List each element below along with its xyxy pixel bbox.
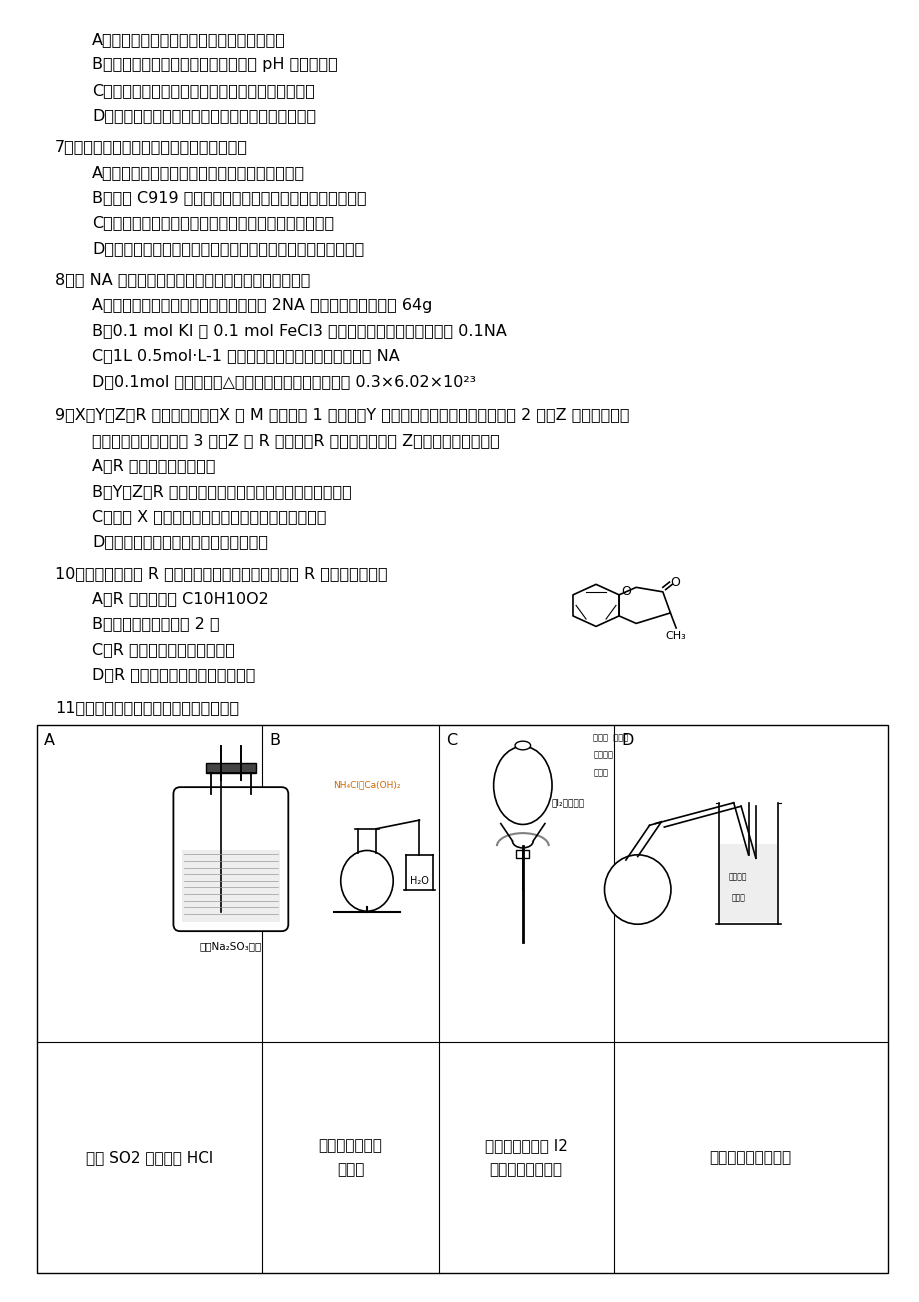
Text: D．R 能发生加成、氧化和水解反应: D．R 能发生加成、氧化和水解反应	[92, 667, 255, 682]
Text: 冰醋酸: 冰醋酸	[593, 768, 607, 777]
Text: 11．下列实验操作或装置能达到目的的是: 11．下列实验操作或装置能达到目的的是	[55, 700, 239, 716]
Text: 10．某有机化工品 R 的结构简式如图所示。下列有关 R 的说法正确的是: 10．某有机化工品 R 的结构简式如图所示。下列有关 R 的说法正确的是	[55, 565, 388, 581]
Text: D．0.1mol 环氧乙烷（△）中含有共价键的总数约为 0.3×6.02×10²³: D．0.1mol 环氧乙烷（△）中含有共价键的总数约为 0.3×6.02×10²…	[92, 374, 476, 389]
Text: A: A	[44, 733, 55, 749]
Text: B．Y、Z、R 与氢形成的化合物中化学键均为极性共价键: B．Y、Z、R 与氢形成的化合物中化学键均为极性共价键	[92, 484, 351, 499]
Text: A．向汽油中添加甲醇后，该混合燃料的热值不变: A．向汽油中添加甲醇后，该混合燃料的热值不变	[92, 164, 305, 180]
Text: 除去 SO2 中的少量 HCl: 除去 SO2 中的少量 HCl	[85, 1150, 213, 1165]
Ellipse shape	[515, 741, 530, 750]
Text: 苯萃取碘水中的 I2: 苯萃取碘水中的 I2	[484, 1138, 567, 1154]
Text: 浓硫酸、: 浓硫酸、	[593, 751, 613, 759]
Text: A．电解精炼铜时，若阴极得到电子数为 2NA 个，则阳极质量减少 64g: A．电解精炼铜时，若阴极得到电子数为 2NA 个，则阳极质量减少 64g	[92, 298, 432, 312]
Bar	[516, 850, 528, 858]
Text: 7．化学与生活密切相关。下列说法错误的是: 7．化学与生活密切相关。下列说法错误的是	[55, 139, 248, 155]
Text: 9．X、Y、Z、R 为短周期元素，X 的 M 电子层有 1 个电子，Y 的最外层电子数为内层电子数的 2 倍，Z 的最高化合价: 9．X、Y、Z、R 为短周期元素，X 的 M 电子层有 1 个电子，Y 的最外层…	[55, 408, 629, 423]
Text: 为最低化合价绝对值的 3 倍，Z 与 R 同周期，R 的原子半径小于 Z。下列叙述错误的是: 为最低化合价绝对值的 3 倍，Z 与 R 同周期，R 的原子半径小于 Z。下列叙…	[92, 432, 499, 448]
Bar	[720, 845, 776, 923]
Text: 实验室制取并收: 实验室制取并收	[318, 1138, 382, 1154]
Text: 集氨气: 集氨气	[336, 1161, 364, 1177]
Bar	[37, 725, 887, 1273]
Text: 含I₂的苯溶液: 含I₂的苯溶液	[550, 798, 584, 807]
Text: NH₄Cl和Ca(OH)₂: NH₄Cl和Ca(OH)₂	[333, 780, 401, 789]
Text: 乙醇、  玻璃管: 乙醇、 玻璃管	[593, 733, 628, 742]
Text: 钠溶液: 钠溶液	[731, 893, 744, 902]
Text: D: D	[620, 733, 632, 749]
Ellipse shape	[494, 746, 551, 824]
Text: A．R 的分子式为 C10H10O2: A．R 的分子式为 C10H10O2	[92, 591, 268, 607]
Text: D．新冠肺炎患者体内有相应抗体，终身不再患此病: D．新冠肺炎患者体内有相应抗体，终身不再患此病	[92, 108, 316, 124]
Text: A．R 元素的非金属性最强: A．R 元素的非金属性最强	[92, 458, 215, 474]
Text: H₂O: H₂O	[410, 876, 428, 885]
Text: C．患者呼吸困难是由于病毒损坏了脑干的呼吸中枢: C．患者呼吸困难是由于病毒损坏了脑干的呼吸中枢	[92, 82, 314, 98]
Text: C．1L 0.5mol·L-1 醋酸钠溶液中阴阳离子总数目大于 NA: C．1L 0.5mol·L-1 醋酸钠溶液中阴阳离子总数目大于 NA	[92, 348, 400, 363]
Ellipse shape	[604, 855, 670, 924]
Text: O: O	[670, 577, 679, 590]
Text: 8．设 NA 为阿伏加德罗常数的数值，下列说法正确的是: 8．设 NA 为阿伏加德罗常数的数值，下列说法正确的是	[55, 272, 311, 288]
Bar	[182, 850, 279, 923]
Ellipse shape	[340, 850, 392, 911]
Text: B．治疗重症患者需要维持患者内环境 pH 的相对稳定: B．治疗重症患者需要维持患者内环境 pH 的相对稳定	[92, 57, 337, 73]
Text: 实验室制备乙酸乙酯: 实验室制备乙酸乙酯	[709, 1150, 791, 1165]
Text: B．0.1 mol KI 与 0.1 mol FeCl3 在溶液中反应转移的电子数为 0.1NA: B．0.1 mol KI 与 0.1 mol FeCl3 在溶液中反应转移的电子…	[92, 323, 506, 339]
Text: 饱和Na₂SO₃溶液: 饱和Na₂SO₃溶液	[199, 941, 262, 952]
Text: C．只有 X 与其他元素生成的化合物都是离子化合物: C．只有 X 与其他元素生成的化合物都是离子化合物	[92, 509, 326, 525]
Text: CH₃: CH₃	[665, 631, 686, 641]
Text: A．重症患者体内血浆和组织液的氧浓度较高: A．重症患者体内血浆和组织液的氧浓度较高	[92, 31, 286, 47]
Text: D．使用含钙离子浓度较大的地下水洗衣服，肥皂去污能力减弱: D．使用含钙离子浓度较大的地下水洗衣服，肥皂去污能力减弱	[92, 241, 364, 256]
FancyBboxPatch shape	[173, 788, 288, 931]
Text: 分出水层后的操作: 分出水层后的操作	[489, 1161, 562, 1177]
Text: C．镁在空气中燃烧发出耀眼的白光，可用于制作照明弹: C．镁在空气中燃烧发出耀眼的白光，可用于制作照明弹	[92, 215, 334, 230]
Text: D．它们均存在两种或两种以上的氧化物: D．它们均存在两种或两种以上的氧化物	[92, 534, 267, 549]
Text: B．苯环上一氯代物有 2 种: B．苯环上一氯代物有 2 种	[92, 617, 220, 631]
Text: 饱和碳酸: 饱和碳酸	[728, 872, 746, 881]
Text: C．R 分子中所有原子可共平面: C．R 分子中所有原子可共平面	[92, 642, 234, 658]
Text: C: C	[446, 733, 457, 749]
Text: O: O	[620, 585, 630, 598]
Text: B: B	[269, 733, 280, 749]
Bar	[205, 763, 255, 773]
Text: B．国产 C919 所用到的氮化硅陶瓷是新型无机非金属材料: B．国产 C919 所用到的氮化硅陶瓷是新型无机非金属材料	[92, 190, 367, 206]
